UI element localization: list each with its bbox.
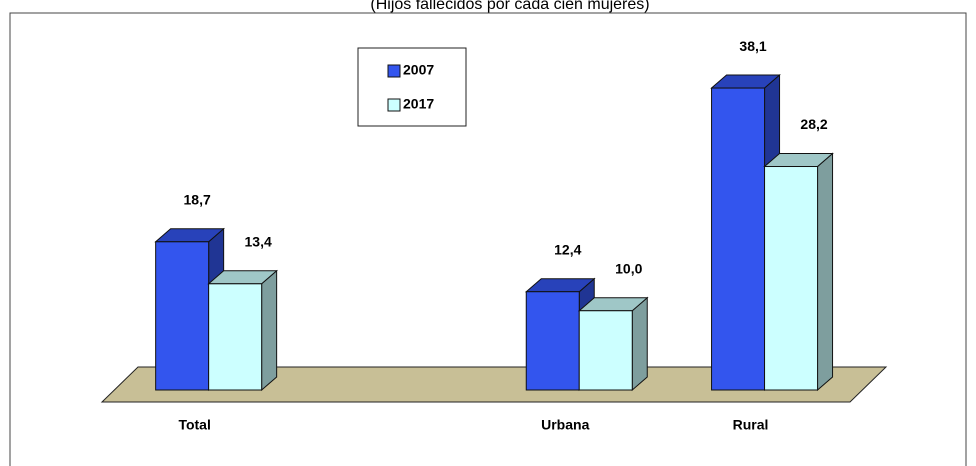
bar-side — [261, 269, 278, 392]
floor — [100, 366, 888, 403]
bar — [711, 87, 766, 391]
legend-swatch — [387, 98, 401, 112]
legend-label: 2017 — [403, 96, 434, 112]
bar — [155, 241, 210, 391]
x-tick-label: Total — [178, 417, 210, 433]
data-label: 28,2 — [800, 116, 827, 132]
legend-swatch — [387, 64, 401, 78]
bar — [525, 291, 580, 391]
bar — [764, 166, 819, 391]
data-label: 13,4 — [245, 234, 272, 250]
chart-subtitle: (Hijos fallecidos por cada cien mujeres) — [370, 0, 649, 13]
data-label: 38,1 — [739, 38, 766, 54]
legend-label: 2007 — [403, 62, 434, 78]
data-label: 18,7 — [184, 192, 211, 208]
data-label: 12,4 — [554, 241, 581, 257]
data-label: 10,0 — [615, 260, 642, 276]
bar-side — [631, 296, 648, 392]
bar-side — [817, 152, 834, 392]
bar — [578, 310, 633, 391]
title-mask — [300, 0, 720, 12]
bar — [208, 283, 263, 391]
x-tick-label: Urbana — [541, 417, 589, 433]
x-tick-label: Rural — [733, 417, 769, 433]
legend-box — [357, 47, 467, 127]
